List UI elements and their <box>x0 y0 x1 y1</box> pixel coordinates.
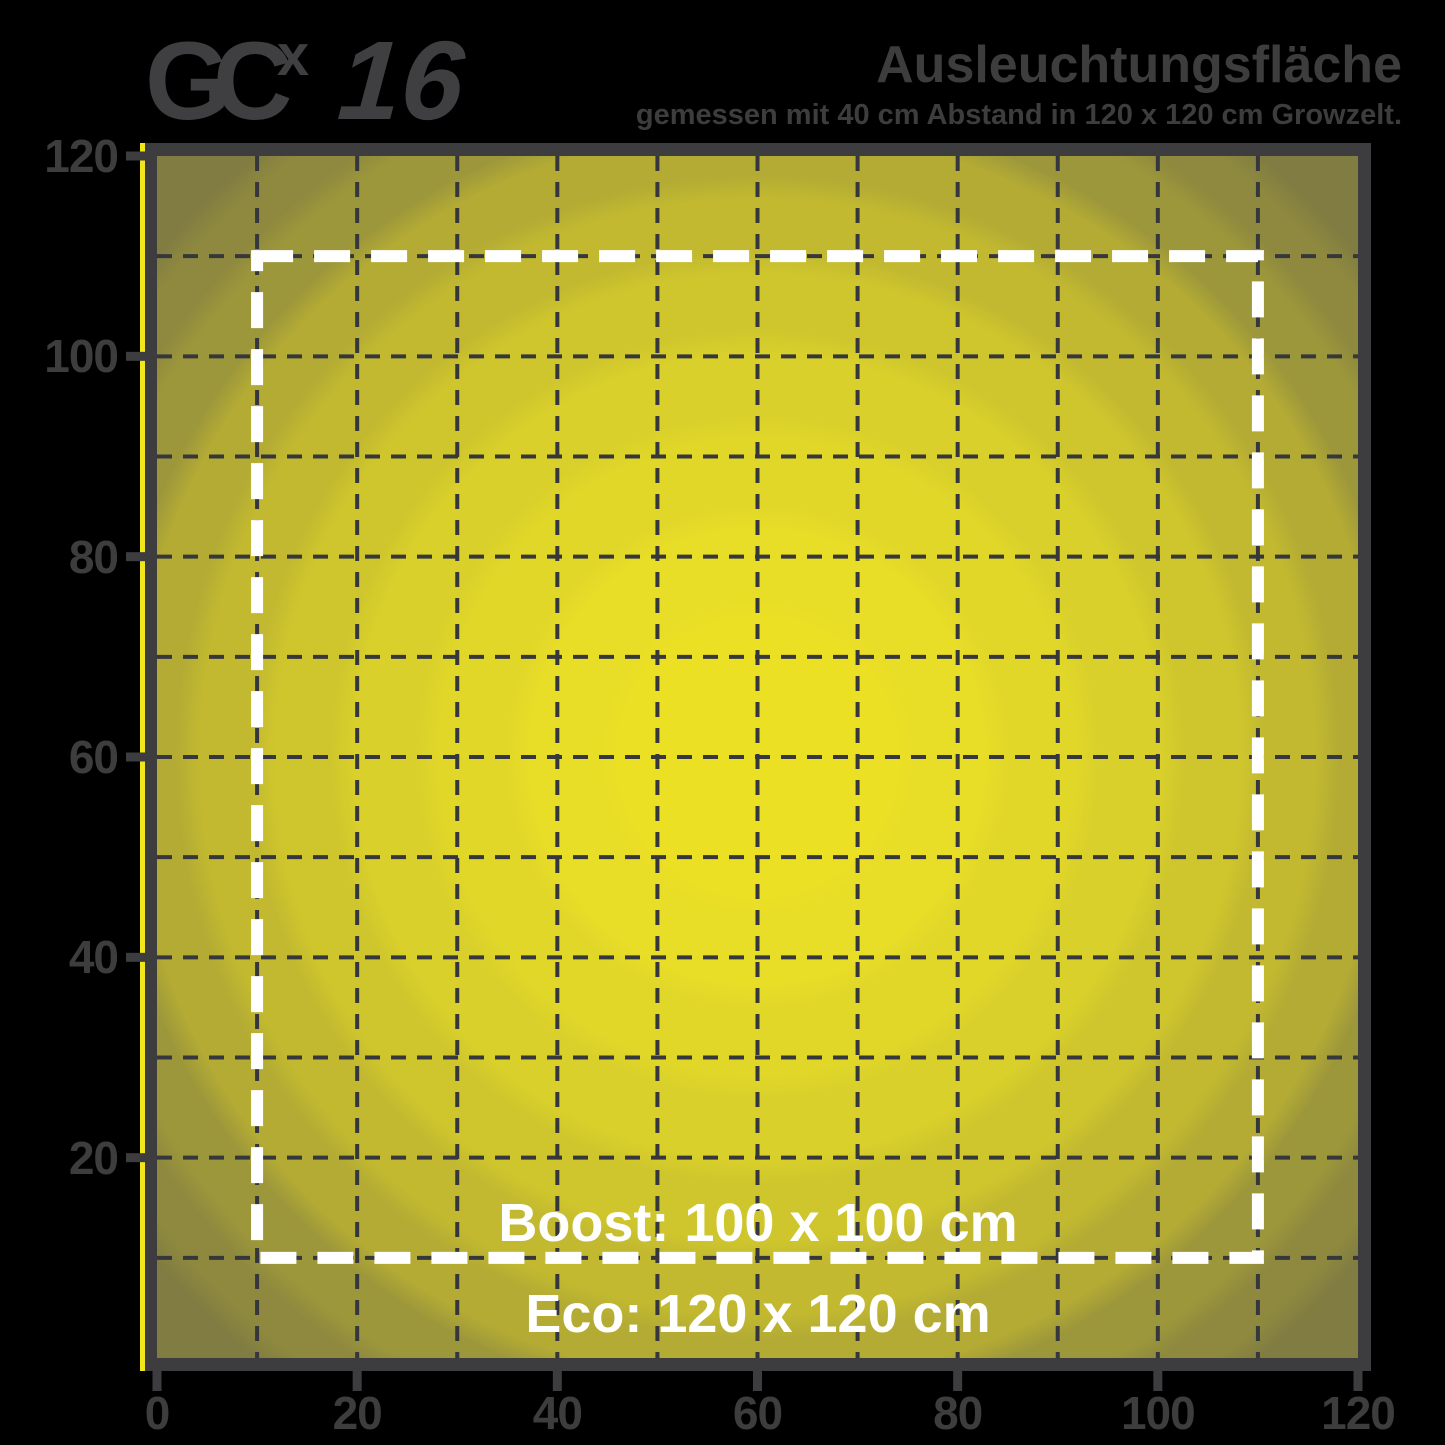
eco-area-label: Eco: 120 x 120 cm <box>525 1284 991 1344</box>
logo-superscript-x: x <box>276 23 310 88</box>
brand-logo: GCx 16 <box>145 16 468 145</box>
x-tick-label: 0 <box>144 1387 171 1439</box>
x-tick-label: 20 <box>332 1387 383 1439</box>
y-tick-label: 60 <box>68 731 119 783</box>
logo-main-text: GC <box>145 20 292 143</box>
x-tick-label: 60 <box>732 1387 783 1439</box>
left-accent-line <box>140 143 145 1371</box>
y-tick-label: 40 <box>68 931 119 984</box>
header-title-block: Ausleuchtungsfläche gemessen mit 40 cm A… <box>636 36 1402 132</box>
y-tick-label: 20 <box>68 1131 119 1184</box>
logo-model-number: 16 <box>334 18 469 143</box>
x-tick-label: 120 <box>1321 1387 1396 1439</box>
chart-plot-area <box>144 143 1371 1371</box>
x-tick-label: 80 <box>933 1387 983 1439</box>
chart-title: Ausleuchtungsfläche <box>876 36 1402 94</box>
y-tick-label: 120 <box>44 130 119 182</box>
boost-area-label: Boost: 100 x 100 cm <box>498 1193 1018 1253</box>
chart-subtitle: gemessen mit 40 cm Abstand in 120 x 120 … <box>635 99 1402 131</box>
x-tick-label: 100 <box>1120 1387 1196 1439</box>
y-tick-label: 80 <box>68 530 119 583</box>
y-tick-label: 100 <box>44 330 119 383</box>
x-tick-label: 40 <box>532 1387 583 1439</box>
